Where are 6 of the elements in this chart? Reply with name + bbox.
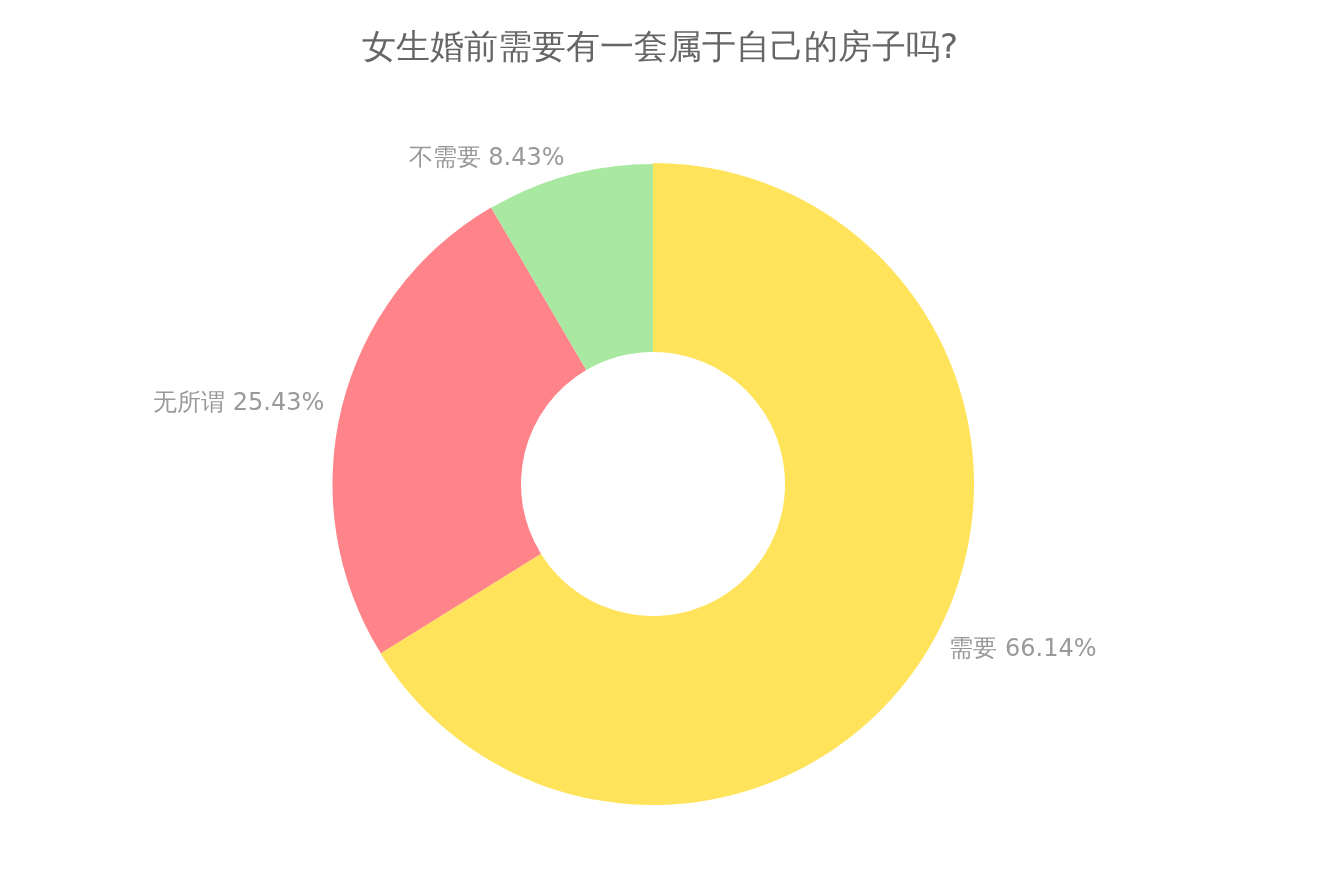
donut-slice [333,207,587,654]
chart-title: 女生婚前需要有一套属于自己的房子吗? [361,26,959,66]
slice-label: 需要 66.14% [949,633,1097,662]
slice-label: 不需要 8.43% [408,142,565,171]
slice-label: 无所谓 25.43% [153,387,325,416]
donut-slice [491,164,653,371]
